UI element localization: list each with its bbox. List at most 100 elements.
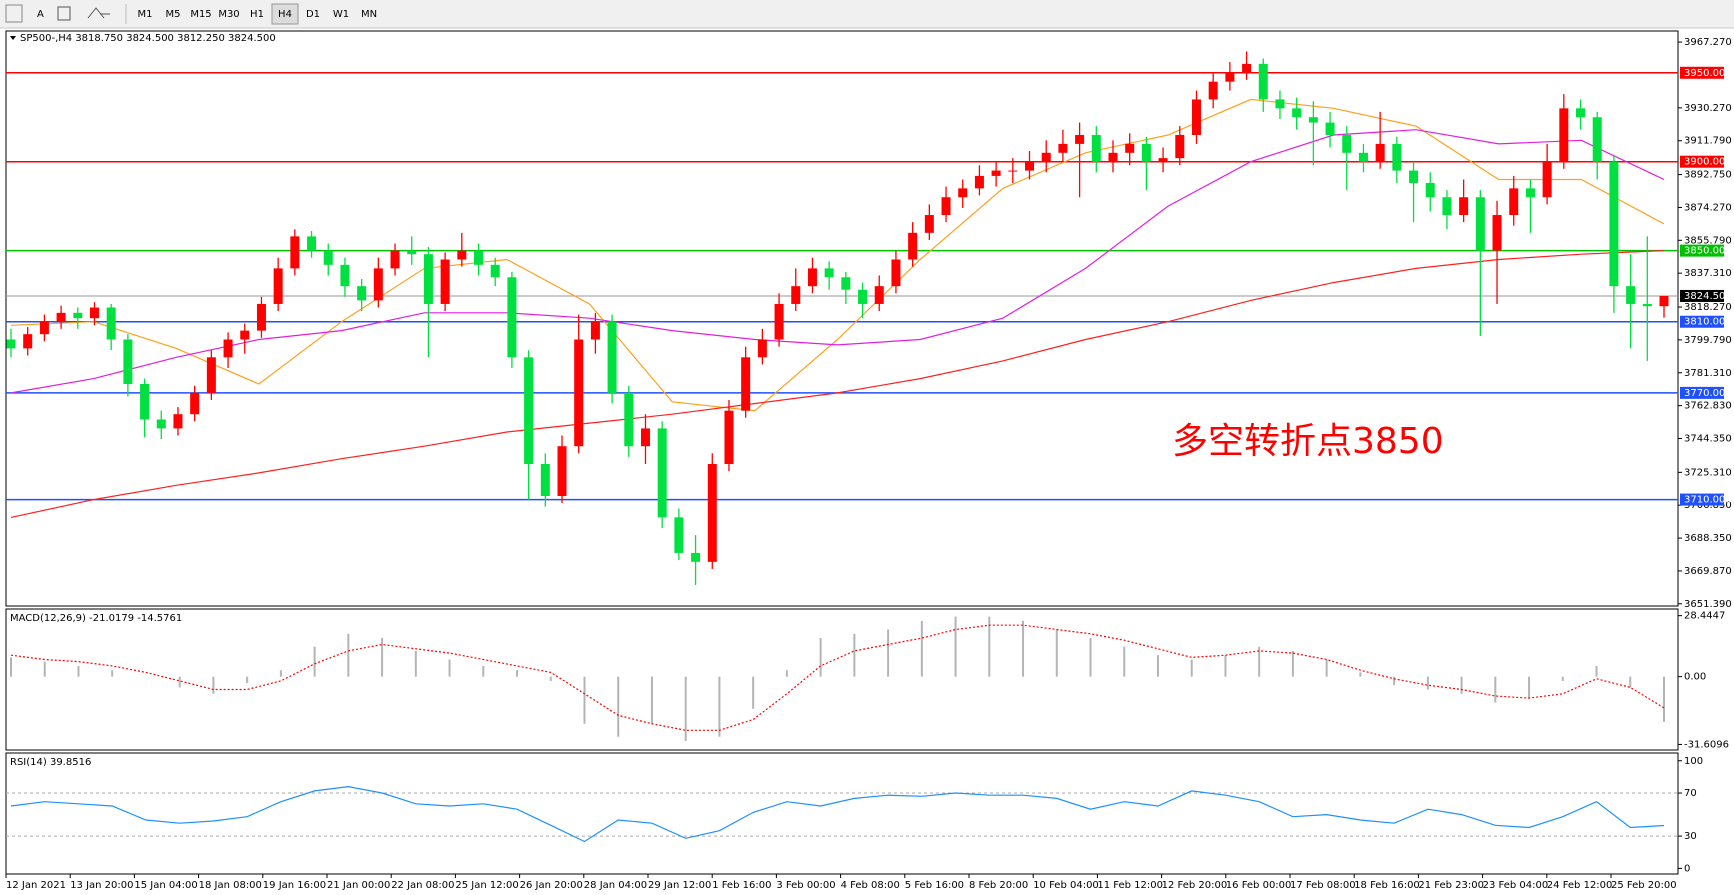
timeframe-label[interactable]: W1 <box>333 9 349 20</box>
y-tick-label: 3744.350 <box>1684 433 1732 444</box>
candle-body <box>123 339 133 384</box>
candle-body <box>540 464 550 497</box>
candle-body <box>340 264 350 287</box>
timeframe-button[interactable] <box>271 3 299 25</box>
y-tick-label: -31.6096 <box>1684 739 1729 750</box>
x-tick-label: 8 Feb 20:00 <box>969 880 1028 891</box>
candle-body <box>1609 161 1619 287</box>
candle-body <box>1375 143 1385 162</box>
y-tick-label: 3669.870 <box>1684 566 1732 577</box>
level-label-bg <box>1680 244 1724 257</box>
x-tick-label: 21 Feb 23:00 <box>1418 880 1484 891</box>
candle-body <box>39 321 49 335</box>
timeframe-label[interactable]: M1 <box>138 9 153 20</box>
timeframe-label[interactable]: D1 <box>306 9 320 20</box>
candle-body <box>457 250 467 260</box>
x-tick-label: 18 Jan 08:00 <box>199 880 262 891</box>
x-tick-label: 12 Feb 20:00 <box>1162 880 1228 891</box>
timeframe-label[interactable]: M15 <box>190 9 211 20</box>
x-tick-label: 16 Feb 00:00 <box>1226 880 1292 891</box>
candle-body <box>624 392 634 447</box>
indicator-line <box>10 624 1665 731</box>
candle-body <box>190 392 200 415</box>
y-tick-label: 3781.310 <box>1684 368 1732 379</box>
icon-cursor[interactable] <box>5 4 23 23</box>
level-label-bg <box>1680 493 1724 506</box>
y-tick-label: 3874.270 <box>1684 202 1732 213</box>
y-tick-label: 28.4447 <box>1684 611 1725 622</box>
icon-text[interactable]: A <box>37 9 44 20</box>
candle-body <box>1425 183 1435 198</box>
candle-body <box>1091 135 1101 162</box>
candle-body <box>1626 286 1636 304</box>
candle-body <box>1275 99 1285 109</box>
candle-body <box>574 339 584 447</box>
level-label: 3810.000 <box>1684 317 1732 328</box>
candle-body <box>1125 143 1135 153</box>
candle-body <box>1141 143 1151 162</box>
title-arrow <box>10 36 16 40</box>
y-tick-label: 3930.270 <box>1684 103 1732 114</box>
candle-body <box>1208 81 1218 100</box>
level-label-bg <box>1680 155 1724 168</box>
candle-body <box>23 334 33 349</box>
candle-body <box>1659 295 1669 307</box>
level-label-bg <box>1680 66 1724 79</box>
candle-body <box>307 236 317 251</box>
rsi-panel <box>5 752 1679 875</box>
level-label-bg <box>1680 386 1724 399</box>
x-tick-label: 12 Jan 2021 <box>6 880 66 891</box>
candle-body <box>774 303 784 340</box>
y-tick-label: 3911.790 <box>1684 136 1732 147</box>
icon-label[interactable] <box>57 6 71 21</box>
candle-body <box>73 312 83 319</box>
level-label: 3824.500 <box>1684 291 1732 302</box>
y-tick-label: 3799.790 <box>1684 335 1732 346</box>
x-tick-label: 26 Jan 20:00 <box>520 880 583 891</box>
candle-body <box>824 268 834 278</box>
candle-body <box>1191 99 1201 136</box>
candle-body <box>273 268 283 304</box>
rsi-title: RSI(14) 39.8516 <box>10 757 91 768</box>
candle-body <box>590 321 600 340</box>
x-tick-label: 5 Feb 16:00 <box>905 880 964 891</box>
candle-body <box>140 383 150 420</box>
timeframe-label[interactable]: MN <box>361 9 377 20</box>
candle-body <box>1442 197 1452 216</box>
candle-body <box>1559 108 1569 162</box>
candle-body <box>474 250 484 265</box>
candle-body <box>490 264 500 278</box>
candle-body <box>440 259 450 304</box>
candle-body <box>1576 108 1586 118</box>
price-panel <box>5 30 1679 607</box>
timeframe-label[interactable]: M30 <box>218 9 239 20</box>
candle-body <box>1525 188 1535 198</box>
y-tick-label: 3725.310 <box>1684 467 1732 478</box>
candle-body <box>524 357 534 465</box>
candle-body <box>1409 170 1419 184</box>
y-tick-label: 3818.270 <box>1684 302 1732 313</box>
candle-body <box>290 236 300 269</box>
x-tick-label: 1 Feb 16:00 <box>712 880 771 891</box>
timeframe-label[interactable]: M5 <box>166 9 181 20</box>
y-tick-label: 30 <box>1684 831 1697 842</box>
candle-body <box>1642 303 1652 307</box>
candle-body <box>1108 152 1118 162</box>
timeframe-label[interactable]: H4 <box>278 9 292 20</box>
candle-body <box>1242 63 1252 73</box>
icon-shapes[interactable] <box>87 7 110 19</box>
candle-body <box>173 414 183 429</box>
candle-body <box>407 250 417 255</box>
candle-body <box>1542 161 1552 198</box>
x-tick-label: 4 Feb 08:00 <box>841 880 900 891</box>
x-tick-label: 23 Feb 04:00 <box>1483 880 1549 891</box>
candle-body <box>1325 122 1335 136</box>
candle-body <box>1475 197 1485 251</box>
timeframe-label[interactable]: H1 <box>250 9 264 20</box>
x-tick-label: 22 Jan 08:00 <box>391 880 454 891</box>
y-tick-label: 70 <box>1684 788 1697 799</box>
candle-body <box>607 321 617 393</box>
macd-panel <box>5 608 1679 751</box>
y-tick-label: 3688.350 <box>1684 533 1732 544</box>
candle-body <box>674 517 684 553</box>
